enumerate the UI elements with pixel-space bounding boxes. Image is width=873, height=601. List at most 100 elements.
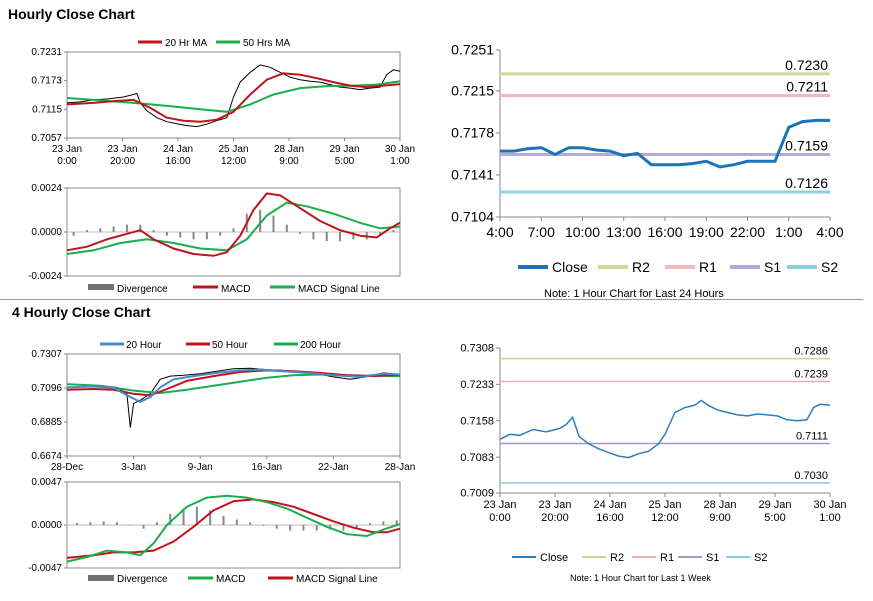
- x-tick-label: 24 Jan: [163, 144, 193, 155]
- divergence-bar: [85, 230, 88, 232]
- y-tick-label: 0.7215: [451, 83, 494, 99]
- legend: Divergence MACD MACD Signal Line: [88, 574, 378, 585]
- divergence-bar: [142, 525, 145, 529]
- divergence-bar: [339, 232, 342, 242]
- y-tick-label: 0.0000: [31, 520, 62, 531]
- legend-divergence-swatch: [88, 284, 114, 290]
- legend-s1: S1: [706, 552, 719, 564]
- four-hourly-macd-chart: 0.0047 0.0000 -0.0047 Divergence MACD MACD…: [28, 477, 401, 585]
- y-tick-label: 0.7158: [460, 415, 494, 427]
- level-s1-label: 0.7159: [785, 138, 828, 154]
- divergence-bar: [382, 521, 385, 525]
- divergence-bar: [352, 232, 355, 240]
- divergence-bar: [342, 525, 345, 531]
- x-tick-label: 24 Jan: [593, 499, 626, 511]
- divergence-bar: [395, 520, 398, 525]
- divergence-bar: [75, 523, 78, 525]
- divergence-bar: [89, 522, 92, 525]
- level-s1-label: 0.7111: [796, 431, 828, 443]
- level-r2-label: 0.7230: [785, 57, 828, 73]
- x-tick-label: 10:00: [565, 224, 600, 240]
- x-tick-label: 3-Jan: [121, 462, 146, 473]
- level-r1-label: 0.7211: [786, 78, 828, 94]
- x-tick-label: 16:00: [596, 512, 624, 524]
- divergence-bar: [302, 525, 305, 531]
- hourly-ma-chart: 20 Hr MA 50 Hrs MA 0.7231 0.7173 0.7115 0.7…: [31, 38, 415, 167]
- x-tick-label: 30 Jan: [813, 499, 846, 511]
- y-tick-label: 0.7233: [460, 379, 494, 391]
- divergence-bar: [392, 230, 395, 232]
- divergence-bar: [72, 232, 75, 236]
- x-tick-label: 28 Jan: [274, 144, 304, 155]
- x-tick-label: 0:00: [489, 512, 510, 524]
- y-tick-label: 0.6885: [31, 417, 62, 428]
- legend-s2: S2: [821, 259, 838, 275]
- divergence-bar: [195, 506, 198, 525]
- divergence-bar: [355, 525, 358, 529]
- x-tick-label: 1:00: [775, 224, 802, 240]
- close-series: [66, 367, 401, 428]
- y-tick-label: 0.7096: [31, 383, 62, 394]
- legend-s1: S1: [764, 259, 781, 275]
- ma20-series: [66, 72, 401, 123]
- divergence-bar: [219, 232, 222, 236]
- y-tick-label: 0.7173: [31, 76, 62, 87]
- x-tick-label: 23 Jan: [52, 144, 82, 155]
- y-tick-label: 0.7083: [460, 452, 494, 464]
- x-tick-label: 13:00: [606, 224, 641, 240]
- y-tick-label: 0.7009: [460, 488, 494, 500]
- section-divider: [0, 299, 863, 300]
- divergence-bar: [369, 523, 372, 525]
- y-tick-label: 0.7057: [31, 133, 62, 144]
- divergence-bar: [205, 232, 208, 240]
- y-tick-label: 0.7115: [32, 104, 62, 115]
- divergence-bar: [259, 210, 262, 232]
- x-tick-label: 9:00: [279, 156, 299, 167]
- divergence-bar: [179, 232, 182, 238]
- hourly-note: Note: 1 Hour Chart for Last 24 Hours: [544, 288, 724, 300]
- divergence-bar: [182, 508, 185, 525]
- x-tick-label: 16:00: [165, 156, 190, 167]
- divergence-bar: [325, 232, 328, 242]
- x-tick-label: 28 Jan: [703, 499, 736, 511]
- y-tick-label: 0.7141: [451, 167, 494, 183]
- divergence-bar: [192, 232, 195, 240]
- y-tick-label: 0.0000: [31, 227, 62, 238]
- x-tick-label: 4:00: [816, 224, 843, 240]
- divergence-bar: [222, 515, 225, 525]
- divergence-bar: [285, 224, 288, 232]
- x-tick-label: 16:00: [647, 224, 682, 240]
- x-tick-label: 20:00: [541, 512, 569, 524]
- plot-frame: [66, 353, 401, 457]
- y-tick-label: 0.6674: [31, 451, 62, 462]
- signal-series: [66, 201, 401, 255]
- divergence-bar: [165, 232, 168, 236]
- legend-200h: 200 Hour: [300, 340, 342, 351]
- y-tick-label: 0.7231: [31, 47, 62, 58]
- legend: Close R2 R1 S1 S2: [512, 552, 767, 564]
- x-tick-label: 0:00: [57, 156, 77, 167]
- macd-series: [66, 494, 401, 563]
- legend-ma50: 50 Hrs MA: [243, 38, 291, 49]
- legend: Divergence MACD MACD Signal Line: [88, 284, 380, 295]
- level-s2-label: 0.7126: [785, 175, 828, 191]
- plot-area: 0.0047 0.0000 -0.0047: [28, 477, 401, 574]
- signal-series: [66, 498, 401, 559]
- y-tick-label: 0.7308: [460, 343, 494, 355]
- close-series: [499, 399, 831, 459]
- x-tick-label: 9:00: [709, 512, 730, 524]
- x-tick-label: 25 Jan: [648, 499, 681, 511]
- legend-signal: MACD Signal Line: [298, 284, 380, 295]
- hourly-chart-title: Hourly Close Chart: [8, 6, 135, 22]
- x-tick-label: 7:00: [528, 224, 555, 240]
- divergence-bar: [379, 232, 382, 236]
- divergence-bar: [232, 228, 235, 232]
- hourly-macd-chart: Divergence MACD MACD Signal Line 0.0024 0…: [28, 183, 401, 295]
- y-tick-label: 0.0024: [31, 183, 62, 194]
- legend-r1: R1: [699, 259, 717, 275]
- divergence-bar: [115, 522, 118, 525]
